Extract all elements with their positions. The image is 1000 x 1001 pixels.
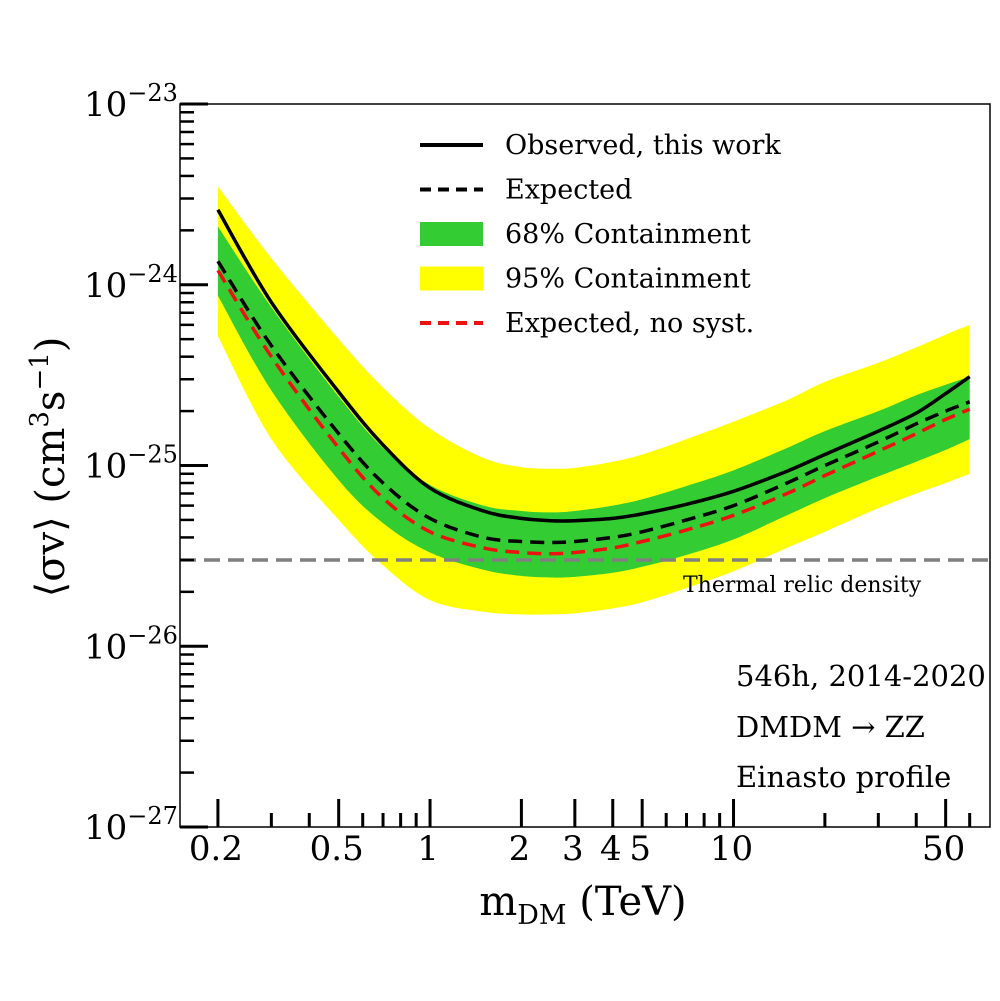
legend-label: Observed, this work [505,130,781,161]
legend-swatch [420,266,483,291]
x-tick-label: 3 [562,829,584,869]
legend-label: 95% Containment [505,264,751,295]
x-tick-label: 2 [509,829,531,869]
y-tick-label: 10−27 [84,802,178,848]
annotation-text: DMDM → ZZ [736,710,925,744]
y-tick-label: 10−25 [84,441,178,487]
band-68-containment [217,226,970,578]
legend: Observed, this work Expected 68% Containme… [420,130,781,339]
containment-bands [217,186,970,615]
thermal-relic-label: Thermal relic density [683,573,922,598]
x-tick-label: 0.2 [189,829,243,869]
y-tick-label: 10−23 [84,79,178,125]
x-axis-title: mDM (TeV) [479,879,686,931]
annotation-text: 546h, 2014-2020 [736,659,986,693]
series-line-1 [216,208,971,523]
x-tick-label: 5 [629,829,651,869]
y-tick-label: 10−24 [84,260,178,306]
annotation-text: Einasto profile [736,760,951,794]
x-tick-label: 10 [710,829,753,869]
limit-curves [216,208,971,556]
y-axis-ticks: 10−23 10−24 10−25 10−26 10−27 [84,79,208,848]
x-tick-label: 0.5 [310,829,364,869]
legend-label: Expected [505,175,632,206]
legend-label: Expected, no syst. [505,308,754,339]
legend-swatch [420,222,483,246]
series-line-2 [216,260,971,545]
y-axis-title: ⟨σv⟩ (cm3s−1) [25,337,74,598]
y-tick-label: 10−26 [84,621,178,667]
x-axis-ticks: 0.2 0.5 1 2 3 4 5 10 50 [189,799,972,869]
x-tick-label: 4 [600,829,622,869]
x-tick-label: 50 [922,829,965,869]
legend-label: 68% Containment [505,219,751,250]
annotations: 546h, 2014-2020 DMDM → ZZ Einasto profile [736,659,986,794]
series-line-3 [216,269,971,556]
x-tick-label: 1 [417,829,439,869]
